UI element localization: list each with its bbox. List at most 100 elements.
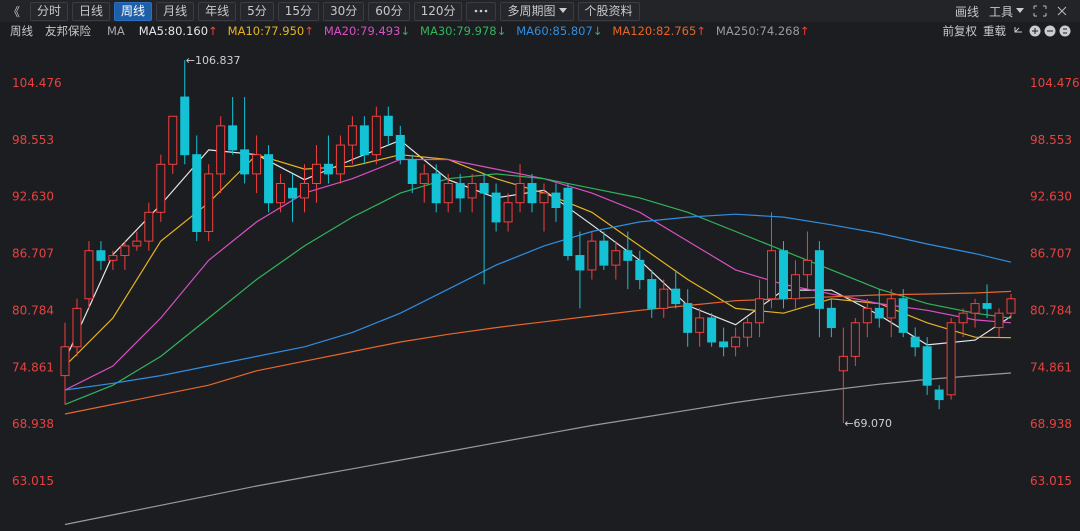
candle [108,250,118,270]
candle-body [180,96,190,156]
y-tick-label-right: 80.784 [1030,303,1072,317]
candle [467,173,477,213]
candle-body [467,183,477,199]
reload-button[interactable]: 重载 [983,24,1006,38]
candle-body [778,250,788,300]
y-tick-label-right: 104.476 [1030,76,1080,90]
candle [635,250,645,290]
candle-body [982,303,992,309]
period-button[interactable]: 月线 [156,1,195,21]
period-button[interactable]: 年线 [198,1,237,21]
legend: MA5:80.160↑ MA10:77.950↑ MA20:79.493↓ MA30:… [139,24,810,38]
candle-body [958,312,968,324]
candle-body [695,317,705,333]
draw-button[interactable]: 画线 [954,4,979,19]
candle [982,284,992,318]
candle [431,164,441,213]
multi-period-button[interactable]: 多周期图 [500,1,574,21]
candle [575,231,585,309]
candle [767,212,777,309]
candle-body [874,307,884,319]
y-tick-label-right: 86.707 [1030,247,1072,261]
candle [359,116,369,165]
candle-body [60,346,70,377]
candle-body [156,163,166,213]
candle-body [359,125,369,156]
legend-trend: ↑ [208,24,218,38]
candle [299,164,309,213]
candle [755,279,765,338]
candle [60,322,70,405]
period-button[interactable]: 分时 [30,1,69,21]
candle [814,241,824,338]
legend-trend: ↑ [799,24,810,38]
candle [563,183,573,261]
candle [874,289,884,328]
y-tick-label: 80.784 [12,303,54,317]
adjust-button[interactable]: 前复权 [942,24,978,38]
more-button[interactable] [466,1,497,21]
y-tick-label: 68.938 [12,417,54,431]
candle-body [707,317,717,343]
period-button[interactable]: 60分 [368,1,410,21]
candle-body [671,288,681,305]
candle [288,173,298,222]
candle [695,308,705,347]
info-button[interactable]: 个股资料 [577,1,640,21]
candle-body [264,154,274,204]
legend-label: MA250:74.268 [715,24,800,38]
candle [802,231,812,290]
candle [252,135,262,194]
candle [276,173,286,213]
legend-trend: ↓ [400,24,411,38]
legend-row: 周线 友邦保险 MA MA5:80.160↑ MA10:77.950↑ MA20:7… [0,22,1080,40]
ma-line [64,139,1012,361]
candle-body [311,163,321,185]
candle-body [299,183,309,199]
candle-body [204,173,214,233]
candle [707,313,717,347]
candle-body [790,274,800,300]
candle-body [635,259,645,281]
candle-body [347,125,357,146]
candle [958,308,968,338]
back-button[interactable]: 《 [8,4,21,19]
period-button[interactable]: 15分 [277,1,320,21]
toolbar: 《 分时 日线 周线 月线 年线 5分 15分 30分 60分 120分 多周期… [0,0,1080,22]
candle [743,317,753,347]
candle-body [144,211,154,242]
tools-button[interactable]: 工具 [989,3,1024,20]
candle-body [108,255,118,261]
window-icons[interactable] [1032,4,1072,18]
legend-item: MA120:82.765↑ [612,24,706,38]
period-button[interactable]: 日线 [72,1,111,21]
candle [120,241,130,270]
period-button[interactable]: 120分 [413,1,463,21]
ma-line [64,173,1012,405]
candle [946,317,956,400]
chart-icons[interactable] [1012,24,1074,38]
period-button[interactable]: 30分 [323,1,365,21]
legend-trend: ↓ [592,24,603,38]
candle-body [575,255,585,271]
candle-body [407,158,417,185]
candle [395,125,405,165]
legend-item: MA5:80.160↑ [139,24,218,38]
stock-name: 友邦保险 [45,24,91,38]
period-button[interactable]: 周线 [114,1,153,21]
candle-body [491,192,501,223]
period-button[interactable]: 5分 [240,1,274,21]
high-annotation: ←106.837 [186,54,241,67]
candle-body [611,250,621,266]
candle [335,135,345,184]
legend-item: MA20:79.493↓ [324,24,410,38]
candle-body [563,187,573,257]
candle-body [994,312,1004,329]
candle-body [168,115,178,165]
legend-label: MA20:79.493 [323,24,401,38]
legend-trend: ↓ [496,24,507,38]
candle-body [802,259,812,276]
candle-body [383,115,393,136]
candle-body [623,250,633,261]
candle-body [371,115,381,156]
